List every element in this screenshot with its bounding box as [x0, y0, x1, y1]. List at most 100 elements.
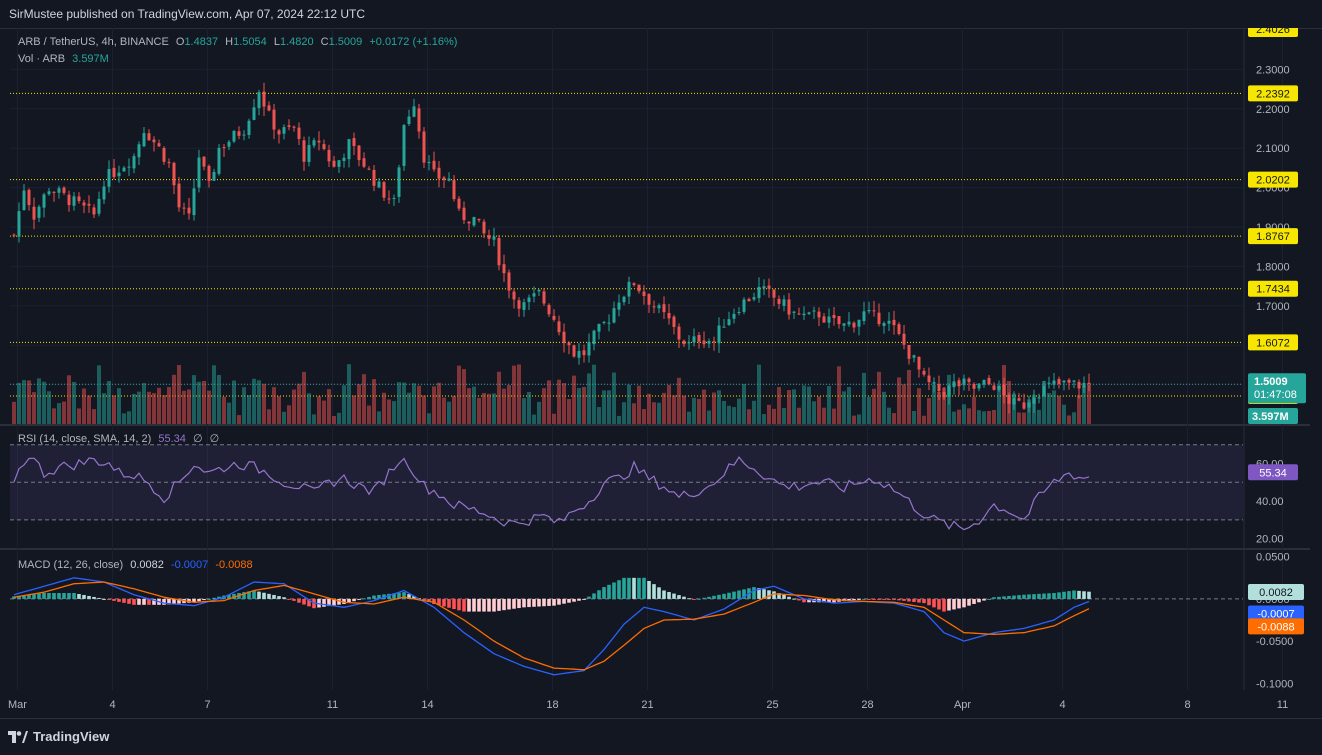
volume-bar: [202, 381, 206, 424]
candle-body: [427, 161, 431, 163]
volume-bar: [17, 382, 21, 424]
volume-bar: [517, 364, 521, 424]
volume-bar: [682, 395, 686, 424]
volume-bar: [67, 375, 71, 424]
volume-bar: [427, 413, 431, 424]
publisher-bar: SirMustee published on TradingView.com, …: [0, 0, 1322, 29]
high-value: 1.5054: [233, 36, 267, 48]
candle-body: [32, 206, 36, 220]
macd-histogram-bar: [527, 598, 531, 608]
candle-body: [207, 165, 211, 181]
last-price-label: 1.5009: [1254, 376, 1288, 388]
volume-bar: [367, 405, 371, 424]
macd-histogram-bar: [997, 596, 1001, 599]
price-tick-label: 1.7000: [1256, 301, 1290, 313]
macd-histogram-bar: [542, 598, 546, 607]
candle-body: [887, 320, 891, 324]
candle-body: [862, 311, 866, 321]
macd-histogram-bar: [137, 598, 141, 605]
macd-histogram-bar: [547, 598, 551, 606]
macd-histogram-bar: [957, 598, 961, 609]
macd-tick-label: -0.0500: [1256, 636, 1293, 648]
volume-bar: [47, 391, 51, 424]
volume-bar: [932, 384, 936, 424]
macd-histogram-bar: [232, 593, 236, 599]
macd-histogram-bar: [967, 598, 971, 606]
candle-body: [1022, 402, 1026, 409]
volume-bar: [152, 393, 156, 424]
volume-bar: [667, 385, 671, 424]
candle-body: [537, 290, 541, 292]
volume-bar: [302, 371, 306, 424]
candle-body: [657, 305, 661, 309]
macd-histogram-bar: [887, 598, 891, 600]
volume-bar: [1022, 412, 1026, 424]
macd-histogram-bar: [992, 597, 996, 599]
macd-histogram-bar: [962, 598, 966, 608]
time-tick-label: 18: [546, 699, 558, 711]
candle-body: [417, 108, 421, 132]
level-price-label: 1.8767: [1256, 231, 1290, 243]
footer-bar: TradingView: [0, 718, 1322, 755]
macd-histogram-bar: [822, 598, 826, 603]
time-tick-label: 7: [204, 699, 210, 711]
candle-body: [242, 134, 246, 136]
candle-body: [1012, 398, 1016, 405]
candle-body: [397, 167, 401, 197]
time-tick-label: 4: [1059, 699, 1065, 711]
macd-histogram-bar: [1037, 593, 1041, 599]
macd-histogram-bar: [252, 590, 256, 599]
macd-histogram-bar: [37, 593, 41, 599]
macd-histogram-bar: [1032, 594, 1036, 599]
candle-body: [1062, 380, 1066, 383]
candle-body: [742, 299, 746, 312]
volume-bar: [847, 386, 851, 424]
macd-histogram-bar: [147, 598, 151, 605]
macd-histogram-bar: [807, 598, 811, 603]
publisher-text: SirMustee published on TradingView.com, …: [9, 7, 365, 21]
volume-bar: [87, 395, 91, 424]
volume-bar: [832, 408, 836, 424]
candle-body: [1027, 402, 1031, 408]
candle-body: [722, 326, 726, 328]
volume-bar: [887, 407, 891, 424]
macd-histogram-bar: [142, 598, 146, 605]
candle-body: [612, 308, 616, 323]
volume-bar: [652, 402, 656, 424]
tradingview-brand[interactable]: TradingView: [8, 729, 109, 744]
macd-histogram-bar: [907, 598, 911, 602]
macd-tick-label: 0.0500: [1256, 552, 1290, 564]
candle-body: [937, 384, 941, 392]
rsi-pane: [10, 444, 1243, 531]
candle-body: [187, 207, 191, 214]
macd-legend: MACD (12, 26, close) 0.0082 -0.0007 -0.0…: [18, 559, 257, 571]
candle-body: [217, 148, 221, 174]
candle-body: [132, 156, 136, 169]
time-axis[interactable]: Mar 4 7 11 14 18 21 25 28 Apr 4 8 11: [8, 699, 1288, 711]
volume-bar: [897, 377, 901, 424]
macd-histogram-bar: [367, 596, 371, 599]
candle-body: [72, 196, 76, 206]
volume-bar: [1017, 412, 1021, 424]
candle-body: [162, 147, 166, 162]
macd-histogram-bar: [107, 598, 111, 600]
macd-histogram-bar: [152, 598, 156, 605]
volume-bar: [837, 366, 841, 424]
candle-body: [762, 286, 766, 289]
price-axis[interactable]: 2.30002.20002.10002.00001.90001.80001.70…: [1248, 28, 1306, 690]
volume-bar: [782, 408, 786, 424]
chart-canvas[interactable]: 2.30002.20002.10002.00001.90001.80001.70…: [0, 28, 1322, 718]
candle-body: [852, 322, 856, 328]
volume-bar: [802, 385, 806, 424]
macd-histogram-bar: [287, 598, 291, 600]
candle-body: [607, 322, 611, 324]
candle-body: [932, 382, 936, 384]
macd-histogram-bar: [1047, 593, 1051, 599]
candle-body: [732, 313, 736, 319]
volume-bar: [512, 365, 516, 424]
candle-body: [647, 294, 651, 305]
volume-bar: [147, 391, 151, 424]
macd-histogram-bar: [92, 596, 96, 599]
candle-body: [817, 311, 821, 318]
macd-histogram-bar: [1022, 594, 1026, 599]
